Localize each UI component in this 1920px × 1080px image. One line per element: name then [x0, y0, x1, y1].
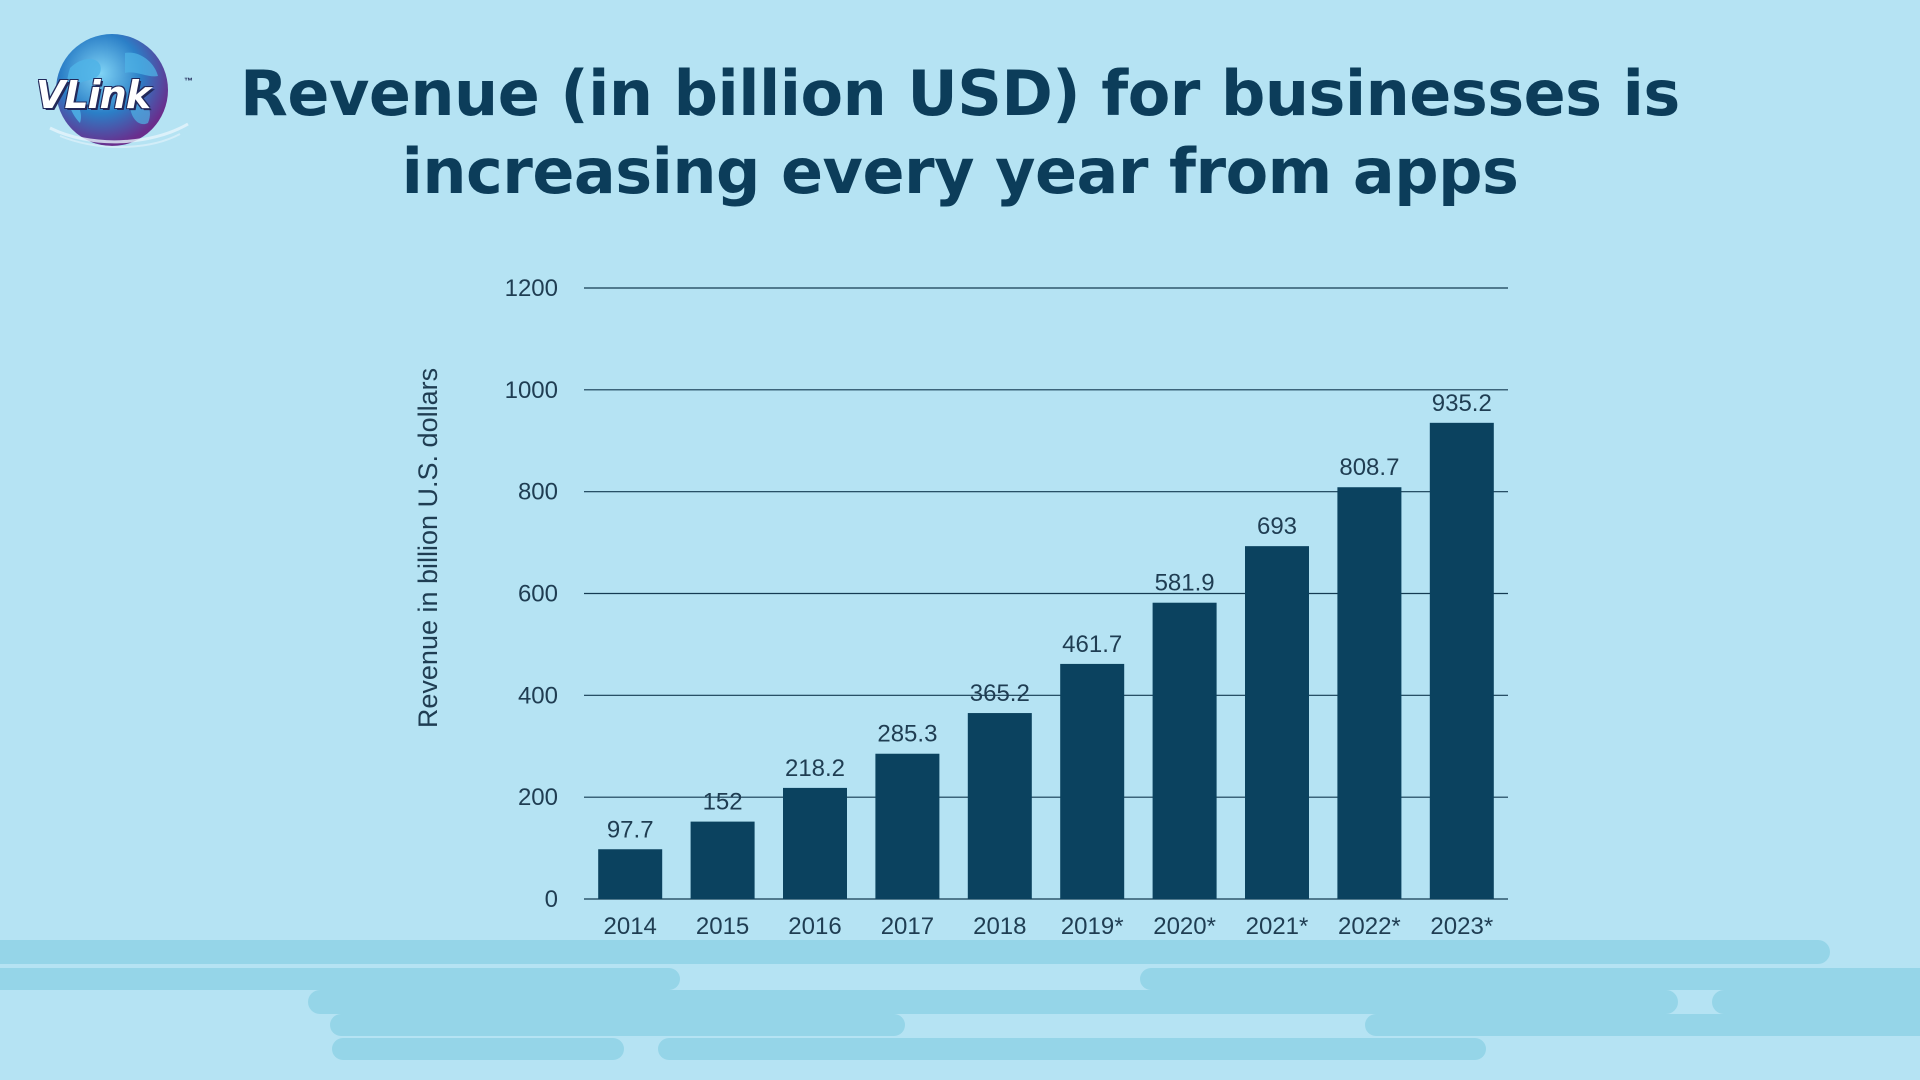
y-axis-label: Revenue in billion U.S. dollars — [413, 368, 443, 728]
vlink-logo: VLink ™ — [30, 28, 200, 158]
logo-text: VLink — [36, 73, 151, 117]
y-tick-label: 200 — [518, 784, 558, 811]
bar-2015 — [690, 821, 755, 899]
value-label-2023*: 935.2 — [1432, 390, 1492, 417]
x-tick-label-2021*: 2021* — [1246, 913, 1309, 940]
y-tick-label: 1200 — [505, 275, 558, 302]
value-labels: 97.7 152 218.2 285.3 365.2 461.7 581.9 693 808.7… — [607, 390, 1492, 843]
value-label-2016: 218.2 — [785, 755, 845, 782]
value-label-2014: 97.7 — [607, 816, 654, 843]
bars — [598, 422, 1494, 899]
globe-icon — [49, 34, 189, 148]
y-axis-ticks: 0 200 400 600 800 1000 1200 — [505, 275, 558, 913]
bar-2016 — [783, 787, 847, 899]
x-tick-label-2022*: 2022* — [1338, 913, 1401, 940]
y-tick-label: 1000 — [505, 377, 558, 404]
logo-trademark: ™ — [184, 76, 193, 86]
page-title-line-1: Revenue (in billion USD) for businesses … — [240, 57, 1680, 130]
value-label-2019*: 461.7 — [1062, 631, 1122, 658]
bar-2019* — [1060, 663, 1125, 899]
decorative-footer-waves — [0, 940, 1920, 1060]
x-tick-label-2015: 2015 — [696, 913, 749, 940]
bar-2022* — [1337, 487, 1402, 899]
x-tick-label-2020*: 2020* — [1153, 913, 1216, 940]
bar-2014 — [598, 849, 663, 899]
value-label-2020*: 581.9 — [1155, 570, 1215, 597]
bar-2017 — [875, 753, 940, 899]
x-axis-ticks: 2014 2015 2016 2017 2018 2019* 2020* 2021* 2022*… — [604, 913, 1494, 940]
bar-2020* — [1152, 602, 1217, 899]
bar-2018 — [967, 713, 1032, 899]
value-label-2022*: 808.7 — [1339, 454, 1399, 481]
y-tick-label: 400 — [518, 682, 558, 709]
bar-2021* — [1245, 546, 1309, 899]
value-label-2021*: 693 — [1257, 513, 1297, 540]
x-tick-label-2017: 2017 — [881, 913, 934, 940]
x-tick-label-2023*: 2023* — [1430, 913, 1493, 940]
page-title: Revenue (in billion USD) for businesses … — [200, 55, 1720, 211]
y-tick-label: 800 — [518, 479, 558, 506]
x-tick-label-2019*: 2019* — [1061, 913, 1124, 940]
value-label-2018: 365.2 — [970, 680, 1030, 707]
value-label-2017: 285.3 — [877, 721, 937, 748]
y-tick-label: 600 — [518, 581, 558, 608]
bar-2023* — [1429, 422, 1494, 899]
page-title-line-2: increasing every year from apps — [401, 135, 1519, 208]
x-tick-label-2018: 2018 — [973, 913, 1026, 940]
y-tick-label: 0 — [545, 886, 558, 913]
x-tick-label-2016: 2016 — [788, 913, 841, 940]
value-label-2015: 152 — [703, 789, 743, 816]
x-tick-label-2014: 2014 — [604, 913, 657, 940]
